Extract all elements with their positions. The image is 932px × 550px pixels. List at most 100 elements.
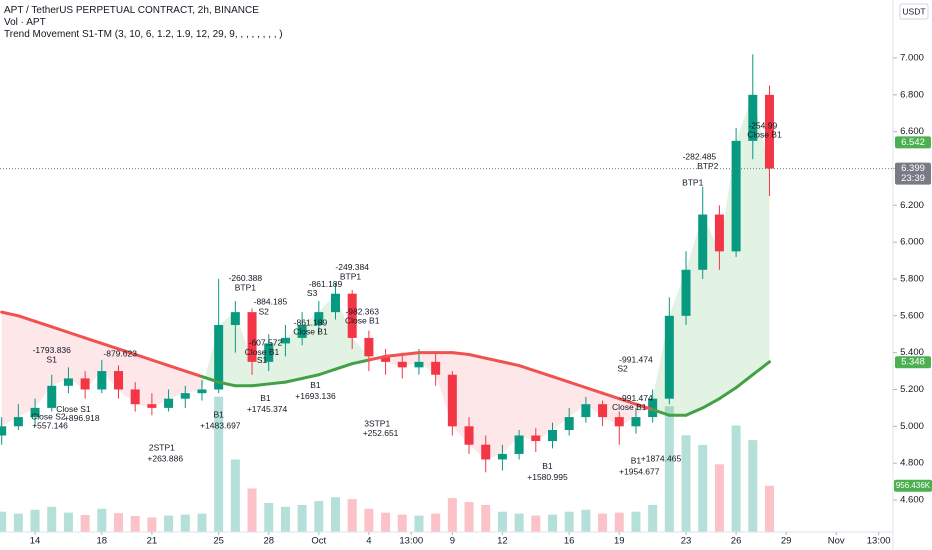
trend-line [751, 360, 771, 377]
signal-label: Close S1 [56, 404, 91, 414]
trend-line [350, 358, 371, 366]
signal-label: BTP1 [682, 177, 704, 187]
volume-bar [648, 504, 658, 532]
trend-line [734, 373, 755, 390]
candle-body [214, 325, 224, 390]
signal-label: 2STP1 [149, 443, 175, 453]
y-tick-label: 6.000 [900, 237, 924, 248]
volume-bar [0, 511, 7, 532]
candle-body [681, 269, 691, 316]
trend-line [200, 375, 221, 384]
candle-body [197, 389, 207, 394]
signal-label: BTP1 [235, 282, 257, 292]
trend-line [117, 347, 137, 356]
signal-label: -861.189 [294, 317, 328, 327]
volume-bar [230, 459, 240, 532]
signal-label: BTP2 [697, 161, 719, 171]
signal-label: -861.189 [309, 279, 343, 289]
x-tick-label: 12 [497, 536, 508, 547]
candle-body [180, 393, 190, 399]
trend-line [100, 341, 121, 351]
x-tick-label: 13:00 [399, 536, 423, 547]
volume-bar [97, 508, 107, 532]
volume-bar [764, 485, 774, 532]
x-tick-label: 19 [614, 536, 625, 547]
signal-label: Close B1 [612, 402, 647, 412]
candle-body [414, 361, 424, 368]
trend-fill [519, 365, 536, 442]
price-tag [895, 356, 931, 369]
candle-body [347, 293, 357, 338]
candle-body [97, 371, 107, 390]
x-tick-label: 23 [681, 536, 692, 547]
trend-fill [352, 337, 369, 364]
volume-bar [631, 511, 641, 532]
trend-line [367, 354, 388, 362]
y-tick-label: 6.200 [900, 200, 924, 211]
candle-body [581, 404, 591, 418]
signal-label: S3 [307, 288, 318, 298]
volume-bar [247, 488, 257, 532]
volume-bar [164, 515, 174, 532]
trend-line [634, 402, 655, 412]
candle-body [47, 385, 57, 408]
trend-fill [18, 315, 36, 418]
trend-line [584, 386, 605, 395]
trend-line [601, 391, 621, 401]
price-tag [895, 136, 931, 149]
candle-body [464, 426, 474, 445]
y-tick-label: 6.600 [900, 126, 924, 137]
volume-bar [531, 515, 541, 532]
candle-body [447, 374, 457, 427]
currency-label: USDT [902, 6, 925, 16]
volume-bar [331, 497, 341, 532]
trend-line [0, 310, 20, 318]
candle-body [531, 435, 541, 442]
signal-label: Close S2 [31, 411, 66, 421]
volume-bar [63, 512, 73, 532]
currency-box[interactable] [899, 3, 929, 20]
volume-bar [581, 509, 591, 532]
candle-body [280, 337, 290, 344]
candle-body [147, 404, 157, 408]
trend-fill [502, 361, 520, 454]
trend-line [450, 351, 471, 356]
signal-label: -884.185 [254, 296, 288, 306]
signal-label: +1874.465 [641, 454, 682, 464]
signal-label: -982.363 [345, 306, 379, 316]
signal-label: S2 [617, 363, 628, 373]
candle-body [247, 312, 257, 362]
candle-body [164, 398, 174, 408]
candle-body [598, 404, 608, 418]
volume-bar [614, 512, 624, 532]
signal-label: 3STP1 [364, 419, 390, 429]
volume-bar [547, 514, 557, 532]
volume-bar [564, 511, 574, 532]
candle-body [63, 378, 73, 386]
trend-line [400, 351, 421, 356]
trend-line [651, 408, 671, 417]
x-tick-label: 21 [147, 536, 158, 547]
candle-body [731, 140, 741, 252]
price-tag-time: 23:39 [901, 173, 925, 184]
trend-line [517, 364, 538, 373]
trend-line [484, 356, 504, 364]
price-tag [895, 162, 931, 185]
signal-label: +557.146 [32, 421, 68, 431]
y-tick-label: 5.000 [900, 421, 924, 432]
candle-body [431, 361, 441, 375]
trend-fill [151, 360, 169, 408]
chart-title: APT / TetherUS PERPETUAL CONTRACT, 2h, B… [4, 5, 259, 16]
candle-body [631, 417, 641, 427]
candle-body [748, 94, 758, 141]
volume-bar [681, 435, 691, 532]
x-tick-label: Nov [828, 536, 845, 547]
signal-label: +1954.677 [619, 467, 660, 477]
candle-body [230, 312, 240, 326]
volume-bar [731, 425, 741, 532]
volume-bar [598, 513, 608, 532]
candle-body [698, 214, 708, 270]
candle-body [364, 337, 374, 357]
volume-bar [664, 406, 674, 532]
trend-line [300, 373, 321, 380]
